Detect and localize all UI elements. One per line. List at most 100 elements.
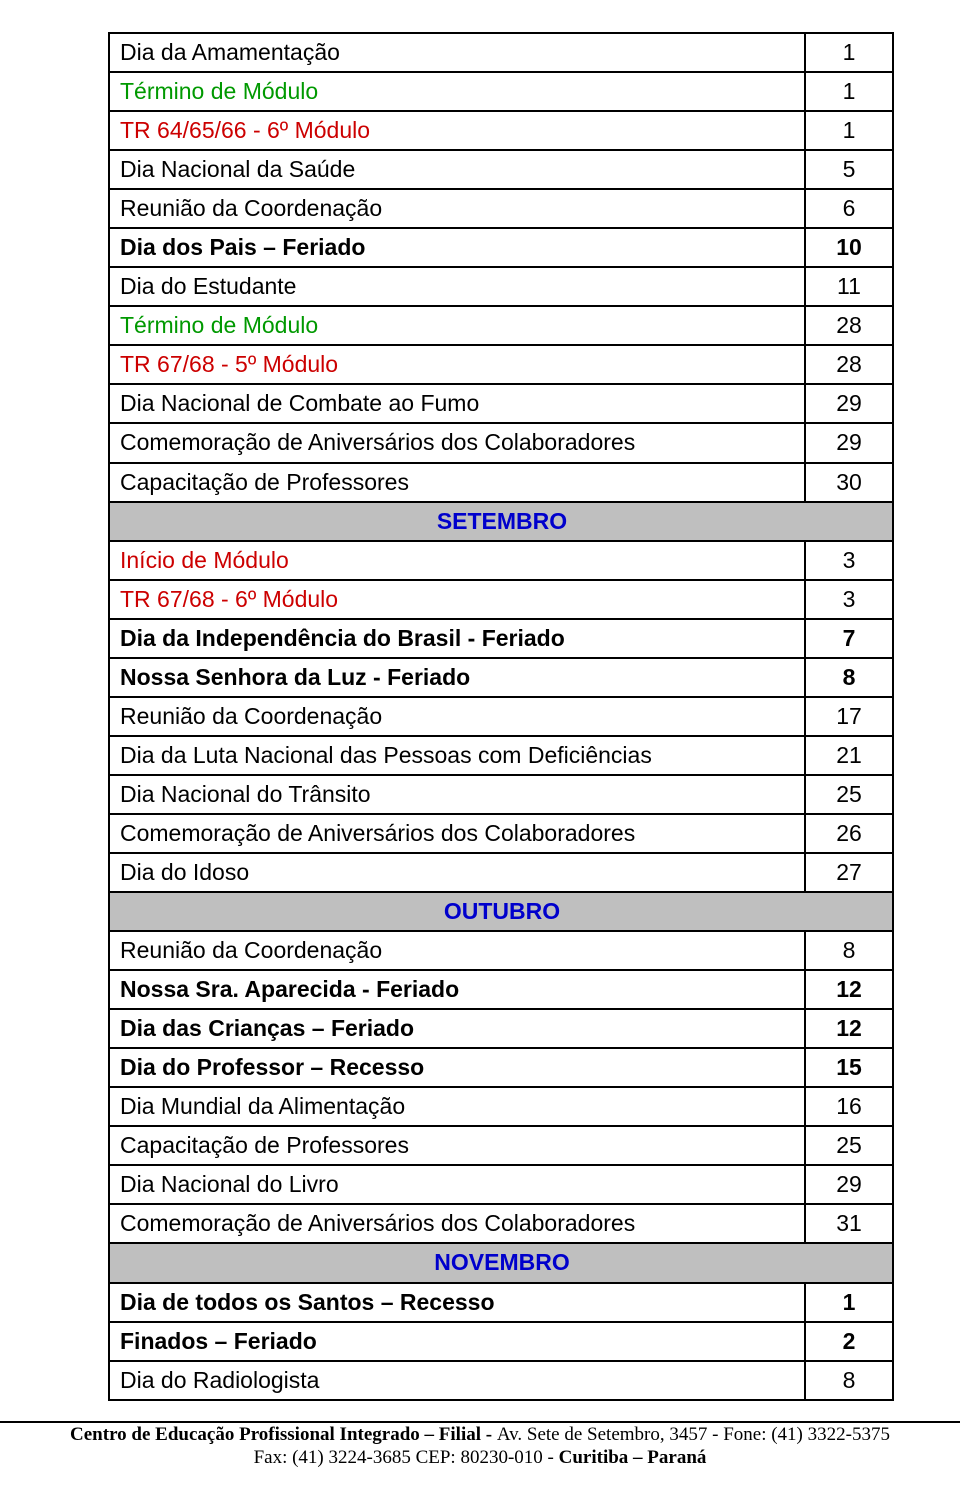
table-row: Capacitação de Professores30 (109, 463, 893, 502)
event-day: 25 (805, 1126, 893, 1165)
table-row: Término de Módulo1 (109, 72, 893, 111)
footer: Centro de Educação Profissional Integrad… (0, 1421, 960, 1471)
event-day: 17 (805, 697, 893, 736)
table-row: Comemoração de Aniversários dos Colabora… (109, 423, 893, 462)
table-row: Dia dos Pais – Feriado10 (109, 228, 893, 267)
event-day: 10 (805, 228, 893, 267)
event-label: Dia da Independência do Brasil - Feriado (109, 619, 805, 658)
table-row: Nossa Sra. Aparecida - Feriado12 (109, 970, 893, 1009)
event-day: 16 (805, 1087, 893, 1126)
event-label: Nossa Senhora da Luz - Feriado (109, 658, 805, 697)
event-day: 12 (805, 1009, 893, 1048)
month-header: NOVEMBRO (109, 1243, 893, 1282)
table-row: Finados – Feriado2 (109, 1322, 893, 1361)
event-label: TR 64/65/66 - 6º Módulo (109, 111, 805, 150)
table-row: TR 64/65/66 - 6º Módulo1 (109, 111, 893, 150)
event-label: Dia do Professor – Recesso (109, 1048, 805, 1087)
event-label: Dia dos Pais – Feriado (109, 228, 805, 267)
event-label: Nossa Sra. Aparecida - Feriado (109, 970, 805, 1009)
table-row: Dia do Professor – Recesso15 (109, 1048, 893, 1087)
event-day: 25 (805, 775, 893, 814)
event-day: 1 (805, 111, 893, 150)
table-row: Início de Módulo3 (109, 541, 893, 580)
table-row: Dia do Idoso27 (109, 853, 893, 892)
event-day: 28 (805, 306, 893, 345)
event-label: Reunião da Coordenação (109, 189, 805, 228)
event-label: Dia da Amamentação (109, 33, 805, 72)
footer-address: Av. Sete de Setembro, 3457 - Fone: (41) … (497, 1424, 890, 1445)
table-row: Capacitação de Professores25 (109, 1126, 893, 1165)
event-label: Dia Nacional do Livro (109, 1165, 805, 1204)
table-row: OUTUBRO (109, 892, 893, 931)
event-label: Dia da Luta Nacional das Pessoas com Def… (109, 736, 805, 775)
event-day: 31 (805, 1204, 893, 1243)
event-day: 1 (805, 72, 893, 111)
event-label: Comemoração de Aniversários dos Colabora… (109, 1204, 805, 1243)
event-day: 26 (805, 814, 893, 853)
event-label: Dia Mundial da Alimentação (109, 1087, 805, 1126)
table-row: TR 67/68 - 6º Módulo3 (109, 580, 893, 619)
table-row: Dia da Luta Nacional das Pessoas com Def… (109, 736, 893, 775)
event-label: Dia do Estudante (109, 267, 805, 306)
footer-org-name: Centro de Educação Profissional Integrad… (70, 1424, 497, 1445)
event-label: Dia Nacional de Combate ao Fumo (109, 384, 805, 423)
table-row: Comemoração de Aniversários dos Colabora… (109, 1204, 893, 1243)
event-label: Reunião da Coordenação (109, 931, 805, 970)
event-day: 1 (805, 33, 893, 72)
calendar-table: Dia da Amamentação1Término de Módulo1TR … (108, 32, 894, 1401)
event-label: TR 67/68 - 5º Módulo (109, 345, 805, 384)
event-day: 7 (805, 619, 893, 658)
event-label: Reunião da Coordenação (109, 697, 805, 736)
event-label: Dia das Crianças – Feriado (109, 1009, 805, 1048)
event-day: 3 (805, 541, 893, 580)
event-label: Dia Nacional da Saúde (109, 150, 805, 189)
event-day: 15 (805, 1048, 893, 1087)
event-label: TR 67/68 - 6º Módulo (109, 580, 805, 619)
event-label: Capacitação de Professores (109, 1126, 805, 1165)
event-label: Início de Módulo (109, 541, 805, 580)
footer-fax: Fax: (41) 3224-3685 CEP: 80230-010 - (254, 1447, 559, 1468)
event-label: Dia de todos os Santos – Recesso (109, 1283, 805, 1322)
event-label: Dia Nacional do Trânsito (109, 775, 805, 814)
event-day: 8 (805, 658, 893, 697)
table-row: Dia Nacional do Trânsito25 (109, 775, 893, 814)
table-row: Nossa Senhora da Luz - Feriado8 (109, 658, 893, 697)
event-label: Finados – Feriado (109, 1322, 805, 1361)
event-day: 29 (805, 384, 893, 423)
event-day: 5 (805, 150, 893, 189)
event-day: 30 (805, 463, 893, 502)
event-day: 29 (805, 423, 893, 462)
event-day: 1 (805, 1283, 893, 1322)
table-row: Dia do Radiologista8 (109, 1361, 893, 1400)
table-row: Reunião da Coordenação8 (109, 931, 893, 970)
table-row: Término de Módulo28 (109, 306, 893, 345)
event-label: Comemoração de Aniversários dos Colabora… (109, 423, 805, 462)
event-day: 3 (805, 580, 893, 619)
table-row: Dia do Estudante11 (109, 267, 893, 306)
event-day: 2 (805, 1322, 893, 1361)
table-row: Dia Nacional da Saúde5 (109, 150, 893, 189)
table-row: Reunião da Coordenação17 (109, 697, 893, 736)
event-day: 8 (805, 931, 893, 970)
table-row: Reunião da Coordenação6 (109, 189, 893, 228)
event-day: 6 (805, 189, 893, 228)
table-row: SETEMBRO (109, 502, 893, 541)
month-header: SETEMBRO (109, 502, 893, 541)
event-label: Dia do Radiologista (109, 1361, 805, 1400)
month-header: OUTUBRO (109, 892, 893, 931)
footer-city: Curitiba – Paraná (559, 1447, 707, 1468)
page-container: Dia da Amamentação1Término de Módulo1TR … (0, 0, 960, 1419)
table-row: Dia da Amamentação1 (109, 33, 893, 72)
event-day: 11 (805, 267, 893, 306)
event-label: Comemoração de Aniversários dos Colabora… (109, 814, 805, 853)
table-body: Dia da Amamentação1Término de Módulo1TR … (109, 33, 893, 1400)
table-row: Dia das Crianças – Feriado12 (109, 1009, 893, 1048)
event-day: 21 (805, 736, 893, 775)
table-row: Dia Nacional de Combate ao Fumo29 (109, 384, 893, 423)
event-label: Término de Módulo (109, 306, 805, 345)
table-row: NOVEMBRO (109, 1243, 893, 1282)
event-label: Dia do Idoso (109, 853, 805, 892)
event-day: 8 (805, 1361, 893, 1400)
event-day: 27 (805, 853, 893, 892)
table-row: Dia de todos os Santos – Recesso1 (109, 1283, 893, 1322)
